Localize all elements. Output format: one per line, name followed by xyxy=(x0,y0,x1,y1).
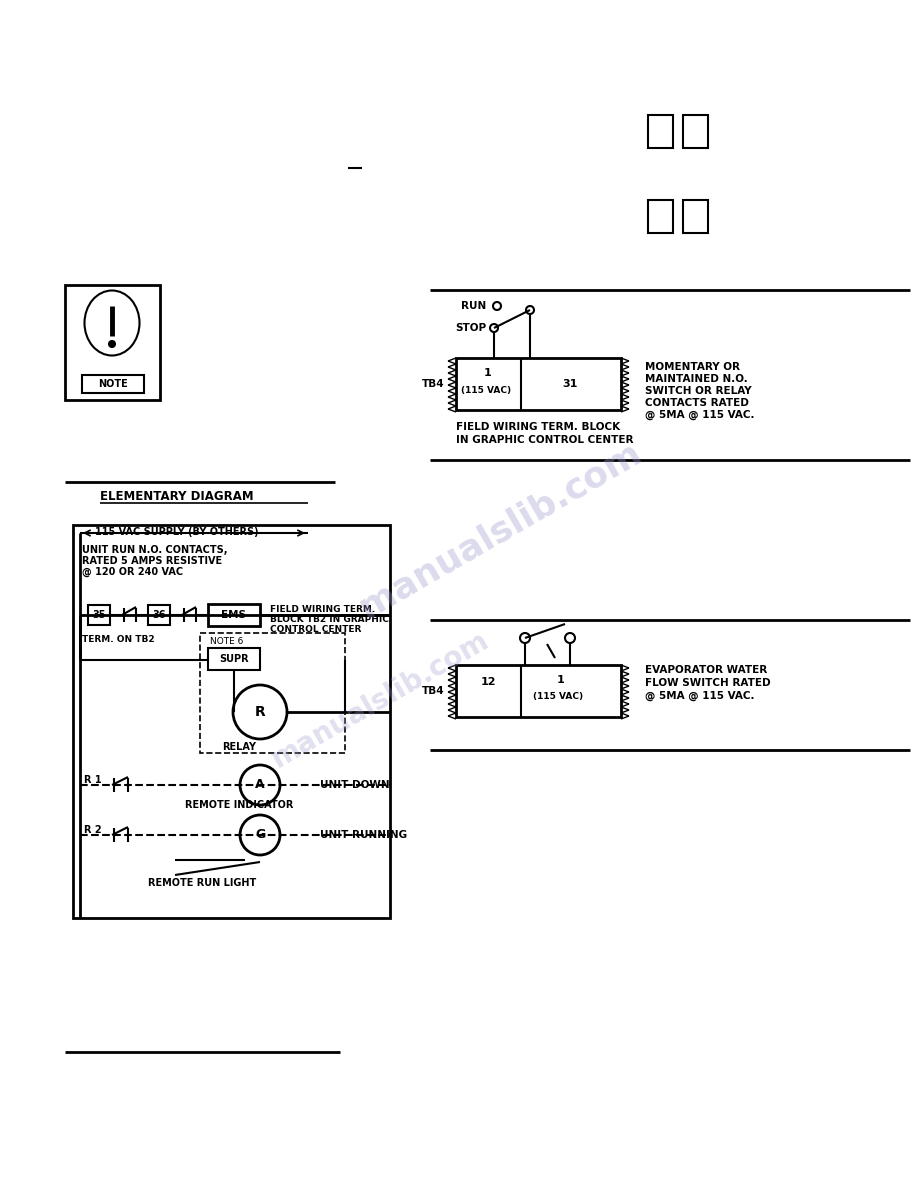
Bar xyxy=(456,358,621,410)
Circle shape xyxy=(520,633,530,643)
Text: (115 VAC): (115 VAC) xyxy=(461,385,511,394)
Text: manualslib.com: manualslib.com xyxy=(353,435,647,625)
Text: TB4: TB4 xyxy=(421,379,444,388)
Text: 36: 36 xyxy=(152,609,166,620)
Text: 1: 1 xyxy=(484,368,492,378)
Bar xyxy=(456,665,621,718)
Bar xyxy=(208,604,260,626)
Text: NOTE: NOTE xyxy=(98,379,128,388)
Text: 115 VAC SUPPLY (BY OTHERS): 115 VAC SUPPLY (BY OTHERS) xyxy=(95,527,259,537)
Circle shape xyxy=(526,307,534,314)
Text: R: R xyxy=(254,704,265,719)
Text: REMOTE INDICATOR: REMOTE INDICATOR xyxy=(185,800,294,810)
Bar xyxy=(148,605,170,625)
Text: FIELD WIRING TERM. BLOCK: FIELD WIRING TERM. BLOCK xyxy=(456,422,621,432)
Text: 31: 31 xyxy=(563,379,577,388)
Text: 12: 12 xyxy=(480,677,496,687)
Text: RELAY: RELAY xyxy=(222,742,256,752)
Text: G: G xyxy=(255,828,265,841)
Text: @ 5MA @ 115 VAC.: @ 5MA @ 115 VAC. xyxy=(645,410,755,421)
Text: SWITCH OR RELAY: SWITCH OR RELAY xyxy=(645,386,752,396)
Text: manualslib.com: manualslib.com xyxy=(266,626,494,773)
Bar xyxy=(208,647,260,670)
Text: RATED 5 AMPS RESISTIVE: RATED 5 AMPS RESISTIVE xyxy=(82,556,222,565)
Circle shape xyxy=(109,341,115,347)
Text: CONTROL CENTER: CONTROL CENTER xyxy=(270,625,362,634)
Text: A: A xyxy=(255,778,264,791)
Bar xyxy=(683,115,708,148)
Text: (115 VAC): (115 VAC) xyxy=(533,691,583,701)
Text: REMOTE RUN LIGHT: REMOTE RUN LIGHT xyxy=(148,878,256,887)
Bar xyxy=(88,605,110,625)
Circle shape xyxy=(493,302,501,310)
Text: R 1: R 1 xyxy=(84,775,102,785)
Text: SUPR: SUPR xyxy=(219,655,249,664)
Text: MOMENTARY OR: MOMENTARY OR xyxy=(645,362,740,372)
Text: FIELD WIRING TERM.: FIELD WIRING TERM. xyxy=(270,605,375,614)
Bar xyxy=(683,200,708,233)
Text: @ 5MA @ 115 VAC.: @ 5MA @ 115 VAC. xyxy=(645,691,755,701)
Bar xyxy=(200,633,345,753)
Text: IN GRAPHIC CONTROL CENTER: IN GRAPHIC CONTROL CENTER xyxy=(456,435,633,446)
Text: UNIT RUN N.O. CONTACTS,: UNIT RUN N.O. CONTACTS, xyxy=(82,545,228,555)
Text: EMS: EMS xyxy=(221,609,247,620)
Text: STOP: STOP xyxy=(455,323,487,333)
Text: TERM. ON TB2: TERM. ON TB2 xyxy=(82,636,154,644)
Text: NOTE 6: NOTE 6 xyxy=(210,637,243,646)
Bar xyxy=(65,285,160,400)
Text: 1: 1 xyxy=(557,675,565,685)
Text: 35: 35 xyxy=(92,609,106,620)
Text: MAINTAINED N.O.: MAINTAINED N.O. xyxy=(645,374,748,384)
Circle shape xyxy=(565,633,575,643)
Bar xyxy=(82,375,144,393)
Text: RUN: RUN xyxy=(461,301,487,311)
Text: EVAPORATOR WATER: EVAPORATOR WATER xyxy=(645,665,767,675)
Bar xyxy=(648,200,673,233)
Bar xyxy=(648,115,673,148)
Text: TB4: TB4 xyxy=(421,685,444,696)
Text: UNIT RUNNING: UNIT RUNNING xyxy=(320,830,407,840)
Circle shape xyxy=(490,324,498,331)
Text: FLOW SWITCH RATED: FLOW SWITCH RATED xyxy=(645,678,770,688)
Text: ELEMENTARY DIAGRAM: ELEMENTARY DIAGRAM xyxy=(100,489,253,503)
Text: UNIT DOWN: UNIT DOWN xyxy=(320,781,389,790)
Bar xyxy=(73,525,390,918)
Text: BLOCK TB2 IN GRAPHIC: BLOCK TB2 IN GRAPHIC xyxy=(270,615,389,624)
Text: CONTACTS RATED: CONTACTS RATED xyxy=(645,398,749,407)
Text: R 2: R 2 xyxy=(84,824,102,835)
Text: @ 120 OR 240 VAC: @ 120 OR 240 VAC xyxy=(82,567,183,577)
